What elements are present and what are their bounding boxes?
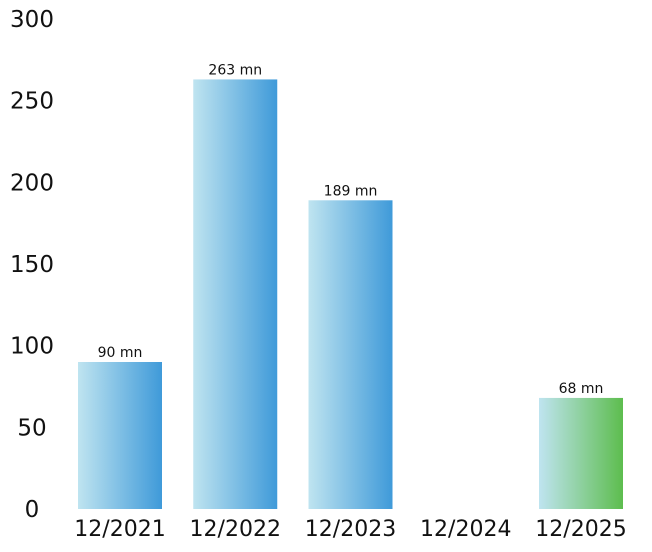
x-axis: 12/2021 12/2022 12/2023 12/2024 12/2025 <box>74 517 626 542</box>
y-tick-label: 0 <box>25 497 40 523</box>
bar-12-2021 <box>78 362 162 509</box>
y-axis: 0 50 100 150 200 250 300 <box>10 7 54 523</box>
x-tick-label: 12/2024 <box>420 517 511 542</box>
bar-12-2025 <box>539 397 623 509</box>
x-tick-label: 12/2023 <box>305 517 396 542</box>
y-tick-label: 150 <box>10 252 54 278</box>
x-tick-label: 12/2021 <box>74 517 165 542</box>
bar-12-2022 <box>193 79 278 509</box>
data-label: 189 mn <box>324 183 378 199</box>
bar-12-2023 <box>308 200 393 510</box>
y-tick-label: 200 <box>10 170 54 196</box>
y-tick-label: 100 <box>10 334 54 360</box>
data-label: 68 mn <box>559 381 604 397</box>
data-label: 263 mn <box>208 62 262 78</box>
data-labels: 90 mn 263 mn 189 mn 68 mn <box>98 62 604 397</box>
x-tick-label: 12/2025 <box>535 517 626 542</box>
data-label: 90 mn <box>98 345 143 361</box>
x-tick-label: 12/2022 <box>190 517 281 542</box>
y-tick-label: 250 <box>10 89 54 115</box>
bars <box>78 79 623 510</box>
y-tick-label: 300 <box>10 7 54 33</box>
y-tick-label: 50 <box>17 415 46 441</box>
